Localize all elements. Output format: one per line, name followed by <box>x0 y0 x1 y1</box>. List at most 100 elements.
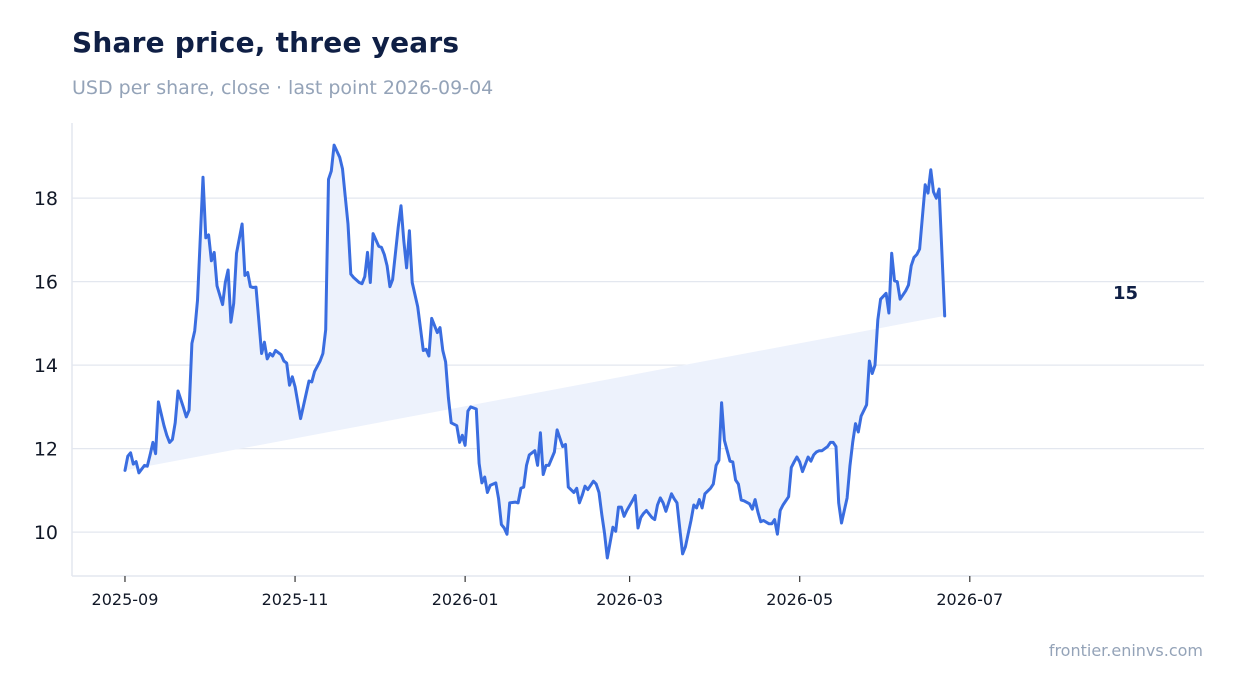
price-point <box>598 491 600 493</box>
price-point <box>425 348 427 350</box>
price-point <box>191 342 193 344</box>
price-point <box>274 349 276 351</box>
price-point <box>997 0 999 1</box>
price-point <box>450 422 452 424</box>
price-point <box>793 461 795 463</box>
price-point <box>673 498 675 500</box>
price-point <box>286 362 288 364</box>
price-point <box>1013 0 1015 1</box>
price-point <box>1063 0 1065 1</box>
price-point <box>994 0 996 1</box>
price-point <box>603 532 605 534</box>
price-point <box>829 441 831 443</box>
price-point <box>1111 0 1113 1</box>
price-point <box>542 473 544 475</box>
price-point <box>378 245 380 247</box>
price-point <box>877 319 879 321</box>
price-point <box>562 445 564 447</box>
price-point <box>143 464 145 466</box>
price-point <box>899 298 901 300</box>
price-point <box>311 381 313 383</box>
price-point <box>419 327 421 329</box>
price-point <box>478 462 480 464</box>
price-point <box>1050 0 1052 1</box>
price-point <box>369 281 371 283</box>
price-point <box>163 425 165 427</box>
source-credit: frontier.eninvs.com <box>1048 641 1203 660</box>
price-point <box>1125 0 1127 1</box>
price-point <box>799 461 801 463</box>
price-point <box>712 483 714 485</box>
price-point <box>1130 0 1132 1</box>
price-point <box>665 510 667 512</box>
price-point <box>654 518 656 520</box>
price-point <box>166 434 168 436</box>
price-line <box>123 143 947 560</box>
price-point <box>467 410 469 412</box>
price-point <box>391 278 393 280</box>
price-point <box>1150 0 1152 1</box>
price-point <box>748 503 750 505</box>
price-point <box>235 252 237 254</box>
price-point <box>1010 0 1012 1</box>
price-point <box>182 407 184 409</box>
price-point <box>417 306 419 308</box>
y-tick-label: 12 <box>34 439 58 461</box>
price-point <box>860 415 862 417</box>
price-point <box>333 144 335 146</box>
price-point <box>202 176 204 178</box>
price-point <box>768 523 770 525</box>
price-point <box>1102 0 1104 1</box>
price-point <box>888 312 890 314</box>
price-point <box>709 487 711 489</box>
price-point <box>854 422 856 424</box>
price-point <box>751 508 753 510</box>
price-point <box>932 191 934 193</box>
price-point <box>283 360 285 362</box>
price-point <box>528 454 530 456</box>
chart-title: Share price, three years <box>72 26 460 59</box>
price-point <box>971 0 973 1</box>
price-point <box>737 483 739 485</box>
price-point <box>124 469 126 471</box>
price-point <box>715 464 717 466</box>
price-point <box>849 465 851 467</box>
price-point <box>1083 0 1085 1</box>
price-point <box>729 460 731 462</box>
price-point <box>776 533 778 535</box>
price-point <box>1044 0 1046 1</box>
price-point <box>740 499 742 501</box>
price-point <box>408 230 410 232</box>
price-point <box>1086 0 1088 1</box>
price-point <box>464 444 466 446</box>
price-point <box>361 283 363 285</box>
price-point <box>188 409 190 411</box>
tick-labels: 10 12 14 16 18 2025-09 2025-11 2026-01 2026-03 20… <box>34 188 1138 609</box>
price-point <box>1100 0 1102 1</box>
price-point <box>698 498 700 500</box>
price-point <box>835 445 837 447</box>
price-point <box>400 205 402 207</box>
price-point <box>615 530 617 532</box>
price-point <box>684 546 686 548</box>
price-point <box>536 464 538 466</box>
price-point <box>313 370 315 372</box>
price-point <box>1033 0 1035 1</box>
price-point <box>642 512 644 514</box>
price-point <box>893 280 895 282</box>
price-point <box>129 452 131 454</box>
price-point <box>461 434 463 436</box>
price-point <box>539 432 541 434</box>
price-point <box>252 286 254 288</box>
price-point <box>1142 0 1144 1</box>
price-point <box>1094 0 1096 1</box>
price-point <box>617 506 619 508</box>
price-point <box>634 494 636 496</box>
price-point <box>640 516 642 518</box>
price-point <box>442 349 444 351</box>
price-point <box>174 422 176 424</box>
price-point <box>196 299 198 301</box>
price-point <box>576 487 578 489</box>
price-point <box>503 527 505 529</box>
